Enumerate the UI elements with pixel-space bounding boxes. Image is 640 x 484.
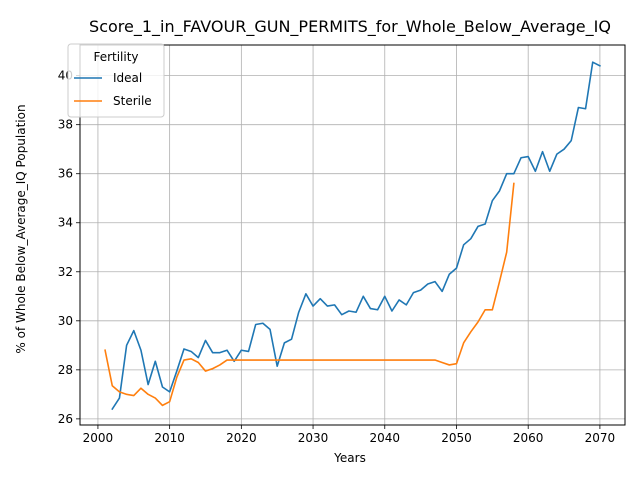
- y-tick-label: 34: [58, 216, 73, 230]
- y-tick-label: 38: [58, 118, 73, 132]
- x-tick-label: 2030: [298, 431, 329, 445]
- x-tick-label: 2050: [441, 431, 472, 445]
- x-tick-label: 2000: [83, 431, 114, 445]
- y-axis-label: % of Whole Below_Average_IQ Population: [14, 104, 28, 353]
- x-tick-label: 2070: [585, 431, 616, 445]
- grid-lines: [80, 45, 625, 425]
- y-tick-label: 26: [58, 412, 73, 426]
- x-tick-label: 2060: [513, 431, 544, 445]
- legend: Fertility Ideal Sterile: [67, 43, 165, 118]
- axis-ticks: 2000 2010 2020 2030 2040 2050 2060 2070 26 28 30 32…: [58, 69, 615, 445]
- series-line-ideal: [111, 61, 601, 411]
- plot-frame: [79, 44, 626, 426]
- y-tick-label: 36: [58, 167, 73, 181]
- x-axis-label: Years: [333, 451, 366, 465]
- x-tick-label: 2010: [154, 431, 185, 445]
- legend-title: Fertility: [93, 50, 138, 64]
- y-tick-label: 30: [58, 314, 73, 328]
- legend-label-sterile: Sterile: [113, 94, 152, 108]
- y-tick-label: 32: [58, 265, 73, 279]
- y-tick-label: 28: [58, 363, 73, 377]
- legend-label-ideal: Ideal: [113, 71, 142, 85]
- x-tick-label: 2040: [369, 431, 400, 445]
- series-lines: [104, 61, 601, 411]
- legend-box: [67, 43, 165, 118]
- chart-title: Score_1_in_FAVOUR_GUN_PERMITS_for_Whole_…: [89, 17, 611, 37]
- series-line-sterile: [104, 182, 515, 407]
- x-tick-label: 2020: [226, 431, 257, 445]
